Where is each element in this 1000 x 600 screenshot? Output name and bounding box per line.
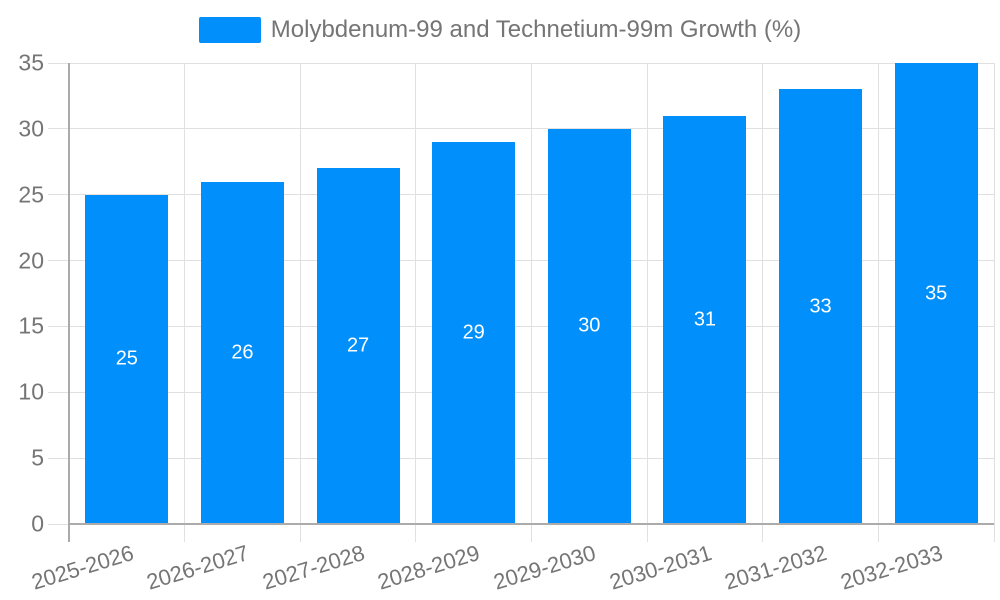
x-axis-tick-label: 2028-2029: [375, 540, 483, 595]
gridline-vertical: [299, 63, 301, 542]
y-axis-tick-label: 10: [18, 378, 44, 405]
legend-label: Molybdenum-99 and Technetium-99m Growth …: [270, 15, 802, 43]
y-axis-tick-label: 15: [18, 312, 44, 339]
y-axis-tick-label: 0: [31, 510, 44, 537]
gridline-horizontal: [48, 325, 994, 327]
x-axis-tick-label: 2031-2032: [721, 540, 830, 595]
gridline-vertical: [762, 63, 764, 542]
y-axis-line: [68, 63, 70, 542]
y-axis-tick-label: 20: [18, 247, 44, 274]
bar[interactable]: [316, 168, 400, 524]
gridline-vertical: [993, 63, 995, 542]
gridline-horizontal: [48, 391, 994, 393]
bar[interactable]: [432, 142, 516, 524]
x-axis-tick-label: 2029-2030: [490, 540, 599, 595]
y-axis-tick-label: 30: [18, 115, 44, 142]
gridline-vertical: [184, 63, 186, 542]
gridline-horizontal: [48, 194, 994, 196]
gridline-horizontal: [48, 128, 994, 130]
bar[interactable]: [779, 89, 863, 524]
bar-value-label: 35: [925, 282, 948, 304]
bar[interactable]: [200, 181, 284, 524]
bar[interactable]: [547, 128, 631, 524]
x-axis-tick-label: 2030-2031: [606, 540, 715, 595]
bar[interactable]: [663, 115, 747, 524]
bar-value-label: 27: [346, 334, 370, 357]
legend[interactable]: Molybdenum-99 and Technetium-99m Growth …: [0, 14, 1000, 46]
gridline-vertical: [415, 63, 417, 542]
bar-value-label: 31: [693, 308, 717, 331]
y-axis-tick-label: 25: [18, 181, 44, 208]
bar-value-label: 33: [809, 295, 832, 318]
gridline-vertical: [531, 63, 532, 542]
x-axis-tick-label: 2026-2027: [143, 540, 252, 595]
y-axis-tick-label: 5: [31, 444, 44, 471]
bar[interactable]: [85, 194, 169, 524]
gridline-vertical: [646, 63, 648, 542]
bar-value-label: 26: [231, 341, 254, 364]
gridline-vertical: [877, 63, 879, 542]
gridline-horizontal: [48, 62, 994, 64]
x-axis-tick-label: 2032-2033: [837, 540, 946, 595]
legend-swatch: [198, 17, 261, 43]
gridline-horizontal: [48, 457, 994, 459]
x-axis-tick-label: 2025-2026: [28, 540, 137, 595]
bar[interactable]: [894, 63, 978, 524]
bar-value-label: 25: [115, 347, 138, 370]
x-axis-tick-label: 2027-2028: [259, 540, 368, 595]
y-axis-tick-label: 35: [18, 49, 44, 76]
bar-value-label: 29: [462, 321, 485, 344]
bar-value-label: 30: [578, 314, 601, 337]
gridline-horizontal: [48, 260, 994, 262]
x-axis-line: [69, 523, 994, 525]
